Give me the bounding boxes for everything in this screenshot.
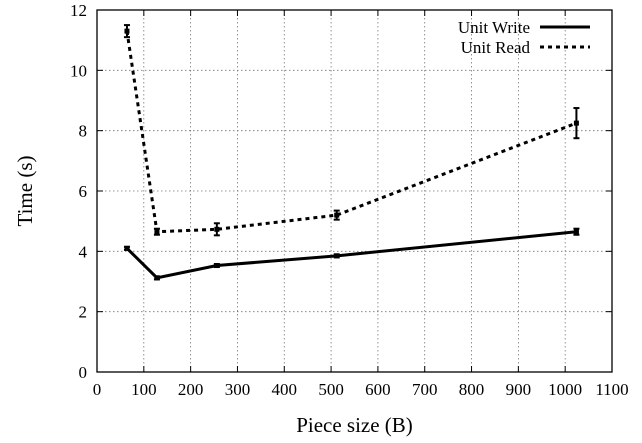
axis-ticks: 0 100 200 300 400 500 600 700 800 900 1000 1100 0 2 4 6… [70, 1, 629, 399]
y-tick-label: 2 [79, 303, 88, 322]
x-tick-label: 700 [412, 380, 438, 399]
unit-write-point [124, 245, 130, 251]
unit-read-line [125, 30, 577, 234]
legend-label-unit-read: Unit Read [461, 38, 531, 57]
unit-read-point [573, 120, 579, 126]
unit-write-point [154, 275, 160, 281]
x-tick-label: 0 [93, 380, 102, 399]
x-tick-label: 400 [272, 380, 298, 399]
unit-write-point [573, 229, 579, 235]
unit-read-point [334, 212, 340, 218]
unit-write-point [214, 263, 220, 269]
x-tick-label: 200 [178, 380, 204, 399]
x-tick-label: 1100 [595, 380, 628, 399]
x-tick-label: 800 [459, 380, 485, 399]
unit-read-series [123, 24, 580, 237]
grid [97, 10, 612, 372]
legend-label-unit-write: Unit Write [458, 18, 530, 37]
unit-write-series [123, 227, 580, 281]
x-tick-label: 600 [365, 380, 391, 399]
y-tick-label: 0 [79, 363, 88, 382]
unit-write-line [125, 230, 577, 280]
x-axis-label: Piece size (B) [296, 413, 413, 437]
y-tick-label: 8 [79, 122, 88, 141]
series [123, 24, 580, 281]
x-tick-label: 1000 [548, 380, 582, 399]
x-tick-label: 100 [131, 380, 157, 399]
x-tick-label: 500 [318, 380, 344, 399]
unit-read-point [124, 28, 130, 34]
x-tick-label: 300 [225, 380, 251, 399]
unit-write-point [334, 253, 340, 259]
x-tick-label: 900 [506, 380, 532, 399]
y-tick-label: 4 [79, 242, 88, 261]
y-tick-label: 6 [79, 182, 88, 201]
y-tick-label: 12 [70, 1, 87, 20]
y-axis-label: Time (s) [13, 156, 37, 227]
unit-read-point [154, 229, 160, 235]
unit-read-point [214, 226, 220, 232]
y-tick-label: 10 [70, 61, 87, 80]
